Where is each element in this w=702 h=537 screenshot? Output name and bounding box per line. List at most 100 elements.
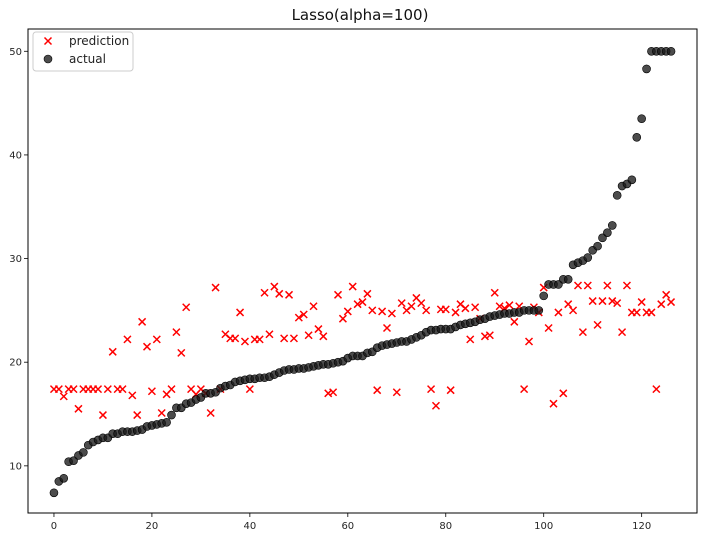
- y-tick-label: 20: [9, 358, 22, 369]
- prediction-point: [618, 328, 627, 337]
- legend: prediction actual: [32, 31, 134, 72]
- prediction-point: [520, 385, 529, 394]
- prediction-point: [569, 306, 578, 315]
- x-tick-label: 20: [146, 521, 159, 532]
- prediction-point: [118, 385, 127, 394]
- prediction-point: [231, 334, 240, 343]
- prediction-point: [382, 323, 392, 333]
- y-tick-label: 50: [9, 47, 22, 58]
- legend-label-actual: actual: [69, 52, 106, 66]
- prediction-point: [182, 303, 191, 312]
- prediction-point: [667, 298, 676, 307]
- x-axis: 0 20 40 60 80 100 120: [51, 513, 651, 532]
- prediction-point: [549, 399, 558, 408]
- prediction-point: [397, 299, 406, 308]
- prediction-point: [524, 337, 534, 346]
- prediction-point: [319, 332, 328, 341]
- chart-title: Lasso(alpha=100): [292, 6, 429, 24]
- prediction-point: [417, 299, 426, 308]
- x-tick-label: 60: [341, 521, 354, 532]
- prediction-point: [98, 411, 107, 420]
- prediction-point: [392, 388, 401, 397]
- prediction-point: [147, 387, 156, 396]
- x-tick-label: 120: [632, 521, 651, 532]
- prediction-point: [632, 308, 641, 317]
- prediction-point: [152, 335, 161, 344]
- prediction-point: [69, 385, 78, 394]
- prediction-point: [167, 385, 176, 394]
- prediction-point: [613, 299, 622, 308]
- prediction-point: [338, 314, 347, 323]
- prediction-point: [275, 289, 284, 298]
- prediction-point: [236, 308, 245, 317]
- prediction-point: [108, 347, 117, 356]
- prediction-point: [245, 385, 254, 394]
- prediction-point: [505, 301, 514, 310]
- prediction-point: [544, 323, 553, 333]
- actual-point: [69, 456, 78, 465]
- prediction-point: [265, 330, 274, 339]
- prediction-point: [564, 300, 573, 309]
- legend-marker-prediction: [43, 36, 53, 46]
- prediction-point: [59, 392, 68, 401]
- actual-point: [563, 274, 573, 284]
- prediction-point: [588, 297, 597, 306]
- prediction-point: [138, 317, 147, 326]
- prediction-point: [427, 385, 436, 394]
- prediction-point: [510, 317, 519, 326]
- prediction-point: [662, 290, 671, 299]
- x-tick-label: 40: [243, 521, 256, 532]
- prediction-point: [647, 308, 656, 317]
- prediction-point: [128, 391, 137, 400]
- prediction-point: [637, 298, 646, 307]
- prediction-point: [172, 328, 181, 337]
- prediction-point: [285, 290, 294, 299]
- actual-series: [49, 46, 676, 498]
- actual-point: [79, 448, 88, 457]
- actual-point: [59, 473, 69, 483]
- actual-point: [637, 114, 646, 123]
- actual-point: [632, 133, 642, 142]
- prediction-point: [94, 385, 103, 394]
- prediction-point: [294, 313, 303, 322]
- prediction-point: [133, 411, 142, 420]
- prediction-point: [573, 281, 583, 290]
- prediction-point: [554, 308, 563, 317]
- prediction-point: [348, 282, 357, 291]
- prediction-point: [54, 385, 63, 394]
- prediction-point: [206, 408, 215, 418]
- actual-point: [539, 291, 549, 301]
- prediction-point: [608, 297, 617, 306]
- actual-point: [607, 221, 617, 230]
- prediction-point: [471, 303, 480, 312]
- prediction-point: [583, 281, 592, 290]
- actual-point: [666, 46, 676, 56]
- x-tick-label: 100: [534, 521, 553, 532]
- prediction-point: [280, 334, 289, 343]
- prediction-point: [177, 348, 186, 357]
- prediction-point: [652, 385, 661, 394]
- y-tick-label: 40: [9, 150, 22, 161]
- legend-box: [32, 31, 134, 72]
- prediction-point: [289, 334, 298, 343]
- prediction-point: [490, 288, 499, 297]
- prediction-point: [270, 282, 279, 291]
- prediction-point: [304, 331, 313, 340]
- actual-point: [534, 306, 544, 315]
- actual-point: [167, 410, 176, 420]
- prediction-point: [358, 298, 367, 307]
- legend-x-icon: [43, 36, 53, 46]
- prediction-point: [407, 302, 416, 311]
- prediction-point: [353, 300, 362, 309]
- prediction-point: [603, 281, 612, 290]
- actual-point: [627, 175, 637, 185]
- prediction-point: [622, 281, 631, 290]
- actual-point: [598, 233, 607, 243]
- legend-label-prediction: prediction: [69, 34, 129, 48]
- x-tick-label: 0: [51, 521, 57, 532]
- prediction-point: [495, 302, 504, 311]
- prediction-point: [240, 337, 249, 346]
- y-axis: 10 20 30 40 50: [9, 47, 28, 472]
- prediction-point: [451, 308, 460, 317]
- prediction-point: [260, 288, 269, 297]
